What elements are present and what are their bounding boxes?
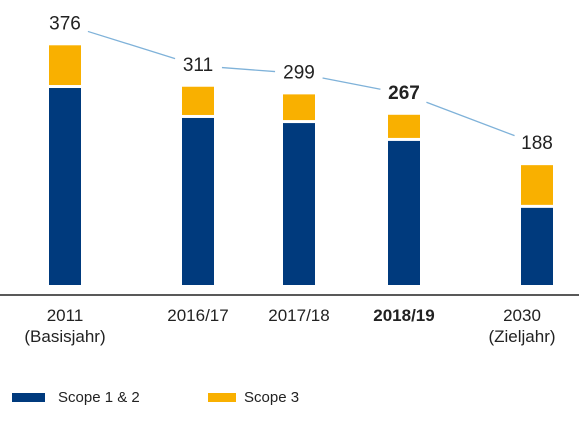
- trend-line: [426, 101, 515, 137]
- bar-segment: [388, 114, 420, 138]
- trend-line: [221, 66, 276, 73]
- legend-swatch: [12, 393, 45, 402]
- bar-segment: [283, 123, 315, 285]
- x-tick-label: 2018/19: [373, 306, 435, 325]
- trend-line: [87, 30, 176, 60]
- x-tick-label: 2011 (Basisjahr): [24, 306, 106, 346]
- total-label: 267: [388, 83, 420, 104]
- total-label: 376: [49, 13, 81, 34]
- bar-segment: [521, 207, 553, 285]
- bar-segment: [521, 165, 553, 205]
- bar-segment: [283, 94, 315, 121]
- total-label: 311: [183, 55, 213, 76]
- x-tick-label: 2017/18: [268, 306, 330, 325]
- total-label: 299: [283, 62, 315, 83]
- trend-line: [322, 77, 381, 90]
- total-label: 188: [521, 133, 553, 154]
- legend-swatch: [208, 393, 236, 402]
- bar-segment: [49, 88, 81, 285]
- bar-segment: [182, 86, 214, 115]
- legend-label: Scope 1 & 2: [58, 389, 140, 406]
- x-tick-label: 2016/17: [167, 306, 229, 325]
- bar-segment: [182, 117, 214, 285]
- bar-segment: [49, 45, 81, 86]
- bar-segment: [388, 140, 420, 285]
- x-tick-label: 2030 (Zieljahr): [488, 306, 556, 346]
- legend-label: Scope 3: [244, 389, 299, 406]
